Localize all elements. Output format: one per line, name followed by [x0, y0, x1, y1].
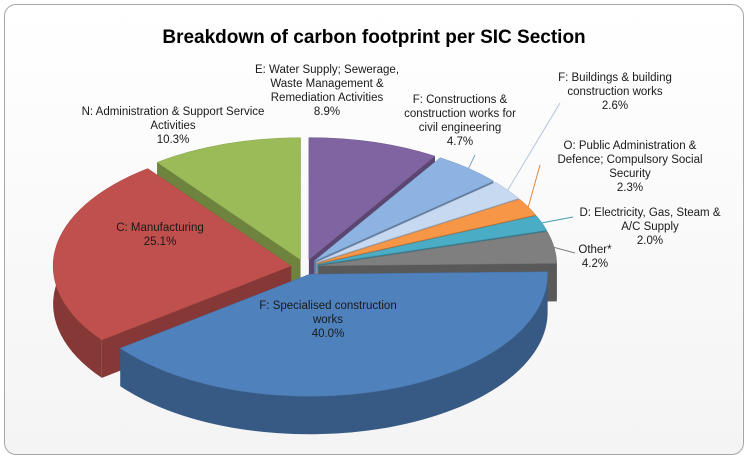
slice: [318, 215, 548, 265]
chart: [52, 102, 576, 435]
chart-title: Breakdown of carbon footprint per SIC Se…: [162, 27, 586, 48]
data-label: N: Administration & Support Service Acti…: [78, 105, 268, 147]
data-label: O: Public Administration & Defence; Comp…: [543, 139, 718, 195]
data-label: F: Buildings & building construction wor…: [540, 71, 690, 113]
value-label: 40.0%: [311, 328, 345, 340]
category-label: D: Electricity, Gas, Steam & A/C Supply: [579, 207, 721, 233]
category-label: Other*: [578, 244, 612, 256]
value-label: 10.3%: [156, 134, 190, 146]
leader-line: [553, 246, 576, 254]
category-label: F: Specialised construction works: [259, 300, 397, 326]
leader-line: [507, 102, 561, 191]
data-label: Other* 4.2%: [565, 243, 625, 271]
leader-line: [527, 164, 541, 208]
data-label: F: Specialised construction works 40.0%: [243, 299, 413, 341]
value-label: 4.7%: [446, 136, 474, 148]
slice: [119, 271, 548, 435]
value-label: 2.0%: [636, 235, 664, 247]
slice: [318, 231, 558, 267]
slice: [156, 137, 301, 261]
data-label: C: Manufacturing 25.1%: [85, 221, 235, 249]
data-label: D: Electricity, Gas, Steam & A/C Supply 2…: [575, 206, 725, 248]
category-label: O: Public Administration & Defence; Comp…: [557, 140, 703, 180]
data-label: E: Water Supply; Sewerage, Waste Managem…: [242, 63, 412, 119]
slice: [308, 137, 436, 261]
chart-frame: Breakdown of carbon footprint per SIC Se…: [4, 4, 744, 455]
value-label: 4.2%: [581, 258, 609, 270]
slice-side: [120, 271, 548, 435]
category-label: C: Manufacturing: [116, 222, 204, 234]
category-label: E: Water Supply; Sewerage, Waste Managem…: [254, 64, 400, 104]
data-label: F: Constructions & construction works fo…: [395, 93, 525, 149]
value-label: 8.9%: [313, 106, 341, 118]
category-label: F: Constructions & construction works fo…: [404, 94, 516, 134]
slice: [52, 168, 292, 341]
value-label: 2.6%: [601, 100, 629, 112]
value-label: 25.1%: [143, 236, 177, 248]
value-label: 2.3%: [616, 182, 644, 194]
leader-line: [541, 216, 574, 224]
category-label: F: Buildings & building construction wor…: [558, 72, 672, 98]
slice: [119, 271, 548, 397]
leader-line: [468, 154, 476, 169]
category-label: N: Administration & Support Service Acti…: [81, 106, 265, 132]
